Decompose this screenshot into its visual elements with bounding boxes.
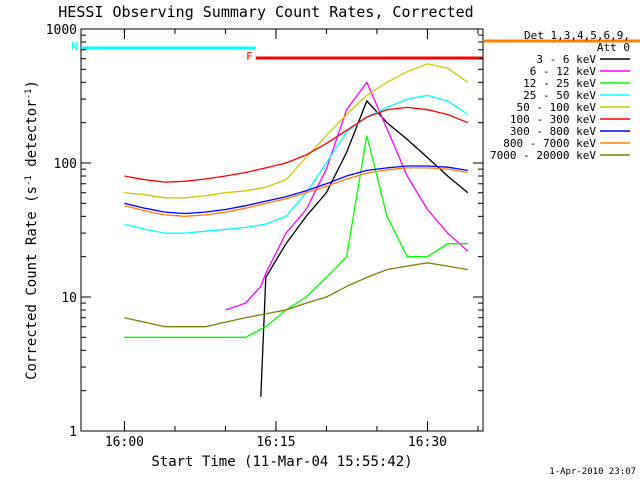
series-line-2: [124, 135, 468, 338]
x-tick-label-1: 16:15: [256, 435, 295, 450]
y-label-part-1: Corrected Count Rate (s: [24, 186, 40, 380]
y-label-part-2: detector: [24, 99, 40, 175]
series-line-1: [225, 81, 469, 311]
x-axis-label: Start Time (11-Mar-04 15:55:42): [151, 454, 412, 470]
chart-title: HESSI Observing Summary Count Rates, Cor…: [58, 3, 473, 21]
legend-label-8: 7000 - 20000 keV: [490, 149, 596, 162]
series-line-4: [124, 63, 469, 199]
legend-label-0: 3 - 6 keV: [536, 53, 596, 66]
series-line-0: [260, 99, 469, 397]
y-tick-label-1: 10: [61, 291, 77, 306]
legend-label-2: 12 - 25 keV: [523, 77, 596, 90]
flag-label-N: N: [71, 40, 78, 53]
series-line-3: [124, 94, 469, 234]
y-axis-ticks: 1 10 100 1000: [46, 23, 483, 440]
y-label-part-3: ): [24, 80, 40, 88]
legend-label-5: 100 - 300 keV: [510, 113, 596, 126]
x-tick-label-0: 16:00: [105, 435, 144, 450]
legend-label-7: 800 - 7000 keV: [503, 137, 596, 150]
series-line-6: [124, 165, 468, 215]
legend-header-1: Det 1,3,4,5,6,9,: [524, 29, 630, 42]
flag-label-F: F: [246, 50, 253, 63]
y-label-sup-2: -1: [24, 89, 34, 100]
x-tick-label-2: 16:30: [408, 435, 447, 450]
legend-header-2: Att 0: [597, 41, 630, 54]
series-lines: [124, 63, 469, 397]
y-axis-label: Corrected Count Rate (s-1 detector-1): [24, 80, 40, 380]
flag-bars: FNS: [71, 39, 640, 63]
y-tick-label-3: 1000: [46, 23, 77, 38]
y-tick-label-0: 1: [69, 425, 77, 440]
timestamp: 1-Apr-2010 23:07: [549, 467, 636, 477]
y-tick-label-2: 100: [54, 157, 77, 172]
series-line-5: [124, 106, 469, 183]
y-label-sup-1: -1: [24, 175, 34, 186]
legend-label-3: 25 - 50 keV: [523, 89, 596, 102]
legend-label-4: 50 - 100 keV: [517, 101, 597, 114]
legend-label-1: 6 - 12 keV: [530, 65, 597, 78]
plot-frame: [80, 28, 484, 432]
legend-label-6: 300 - 800 keV: [510, 125, 596, 138]
series-line-8: [124, 262, 468, 328]
x-axis-ticks: 16:00 16:15 16:30: [105, 29, 479, 450]
series-line-7: [124, 167, 468, 217]
